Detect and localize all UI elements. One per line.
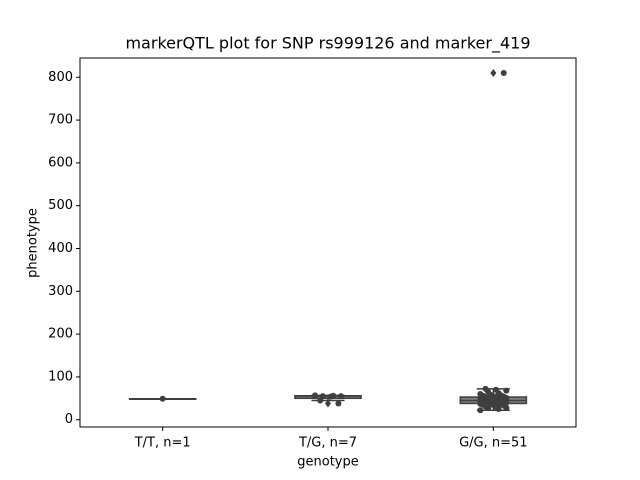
y-axis-label: phenotype — [26, 208, 41, 278]
strip-point — [477, 391, 484, 398]
plot-frame — [79, 57, 577, 428]
strip-point — [482, 385, 489, 392]
strip-point — [312, 392, 318, 399]
y-tick-label: 200 — [48, 327, 73, 342]
x-tick-label: T/T, n=1 — [134, 436, 191, 451]
y-tick-label: 600 — [48, 155, 73, 170]
y-tick-label: 300 — [48, 284, 73, 299]
y-tick-label: 100 — [48, 369, 73, 384]
y-tick-label: 800 — [48, 70, 73, 85]
y-tick-label: 0 — [65, 412, 73, 427]
strip-point — [503, 387, 510, 394]
strip-point — [327, 393, 334, 400]
x-tick-label: T/G, n=7 — [298, 436, 357, 451]
y-tick-label: 700 — [48, 113, 73, 128]
flier — [490, 68, 497, 77]
strip-point — [500, 69, 507, 76]
strip-point — [159, 395, 166, 402]
y-tick-label: 400 — [48, 241, 73, 256]
strip-point — [477, 407, 484, 414]
strip-point — [335, 400, 342, 407]
x-axis-label: genotype — [297, 455, 358, 470]
strip-point — [492, 386, 499, 393]
strip-point — [317, 397, 324, 404]
chart-title: markerQTL plot for SNP rs999126 and mark… — [125, 34, 530, 54]
x-tick-label: G/G, n=51 — [459, 436, 527, 451]
flier — [325, 399, 331, 408]
strip-point — [338, 393, 344, 400]
y-tick-label: 500 — [48, 198, 73, 213]
